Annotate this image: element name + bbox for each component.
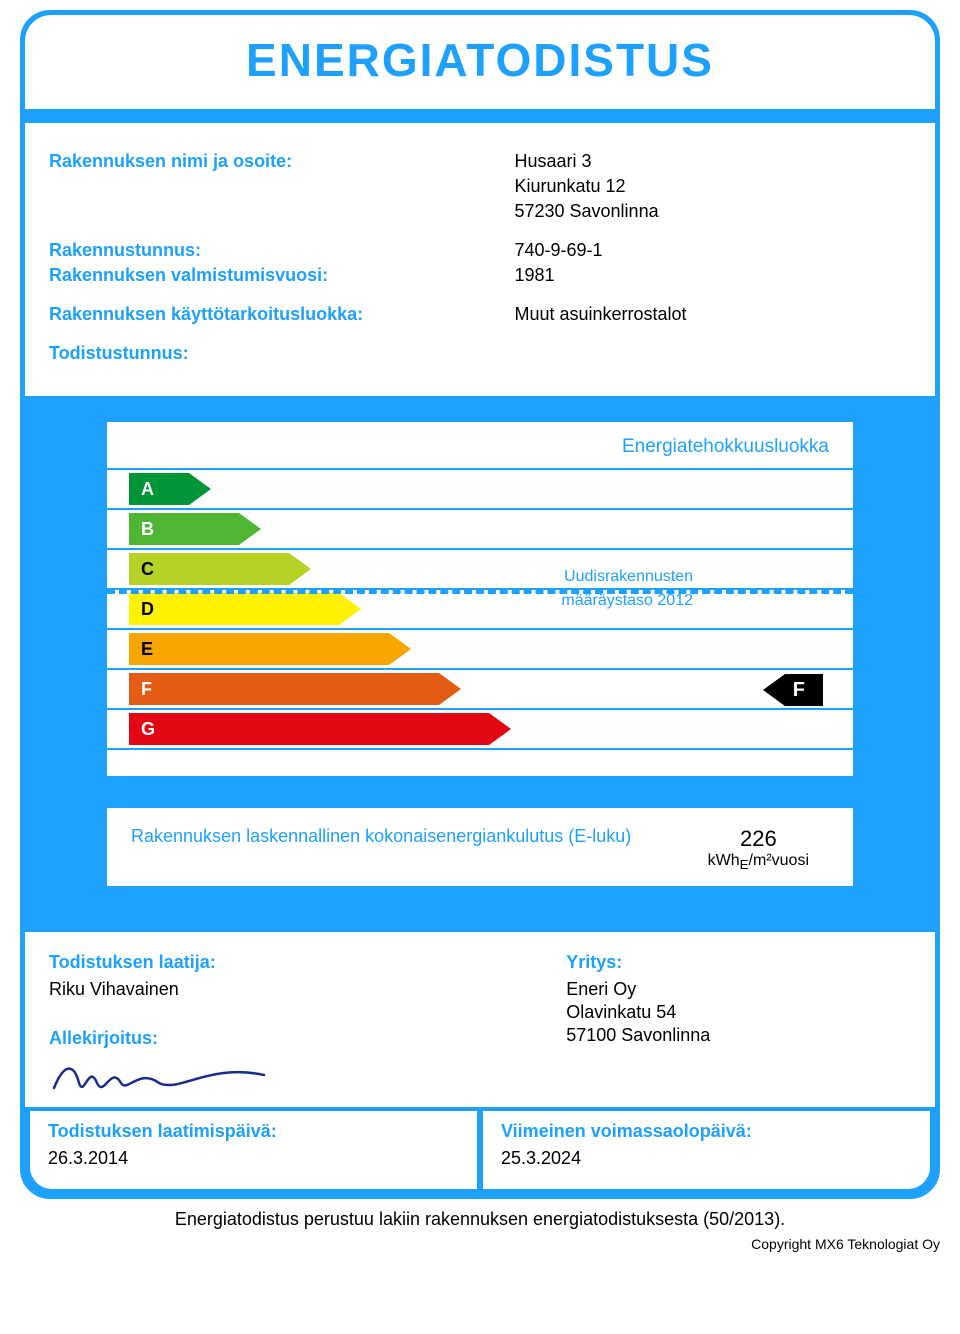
rating-arrow-g: G [129, 713, 489, 745]
reference-dashed-line [107, 590, 853, 594]
building-id: 740-9-69-1 [514, 240, 602, 261]
rating-chart-panel: Energiatehokkuusluokka ABC Uudisrakennust… [25, 396, 935, 918]
rating-arrow-c: C [129, 553, 289, 585]
useclass-label: Rakennuksen käyttötarkoitusluokka: [49, 304, 514, 325]
building-city: 57230 Savonlinna [514, 201, 658, 222]
valid-date-box: Viimeinen voimassaolopäivä: 25.3.2024 [483, 1111, 930, 1189]
useclass-value: Muut asuinkerrostalot [514, 304, 686, 325]
footnote: Energiatodistus perustuu lakiin rakennuk… [0, 1209, 960, 1230]
author-name: Riku Vihavainen [49, 979, 566, 1000]
building-info-panel: Rakennuksen nimi ja osoite: Husaari 3 Ki… [25, 123, 935, 396]
company-name: Eneri Oy [566, 979, 911, 1000]
signature-label: Allekirjoitus: [49, 1028, 566, 1049]
company-street: Olavinkatu 54 [566, 1002, 911, 1023]
document-title: ENERGIATODISTUS [25, 33, 935, 87]
issued-value: 26.3.2014 [48, 1148, 459, 1169]
rating-arrow-f: F [129, 673, 439, 705]
result-marker-label: F [785, 674, 823, 706]
rating-arrow-d: D [129, 593, 339, 625]
eluku-unit: kWhE/m²vuosi [708, 852, 809, 872]
certificate-frame: ENERGIATODISTUS Rakennuksen nimi ja osoi… [20, 10, 940, 1199]
rating-arrow-e: E [129, 633, 389, 665]
rating-row-f: FF [107, 670, 853, 710]
signature [49, 1053, 566, 1097]
rating-row-a: A [107, 470, 853, 510]
eluku-label: Rakennuksen laskennallinen kokonaisenerg… [131, 826, 631, 847]
rating-row-c: C Uudisrakennusten [107, 550, 853, 590]
rating-chart: Energiatehokkuusluokka ABC Uudisrakennust… [105, 420, 855, 778]
issued-label: Todistuksen laatimispäivä: [48, 1121, 459, 1142]
building-id-label: Rakennustunnus: [49, 240, 514, 261]
rating-row-e: E [107, 630, 853, 670]
dates-panel: Todistuksen laatimispäivä: 26.3.2014 Vii… [25, 1107, 935, 1194]
rating-row-g: G [107, 710, 853, 750]
year-label: Rakennuksen valmistumisvuosi: [49, 265, 514, 286]
company-label: Yritys: [566, 952, 911, 973]
rating-row-b: B [107, 510, 853, 550]
certid-label: Todistustunnus: [49, 343, 514, 364]
reference-label-1: Uudisrakennusten [564, 568, 693, 586]
result-marker: F [763, 674, 823, 706]
company-city: 57100 Savonlinna [566, 1025, 911, 1046]
building-street: Kiurunkatu 12 [514, 176, 625, 197]
eluku-value-block: 226 kWhE/m²vuosi [708, 826, 829, 872]
chart-header: Energiatehokkuusluokka [107, 422, 853, 470]
author-label: Todistuksen laatija: [49, 952, 566, 973]
reference-label-2: määräystaso 2012 [561, 592, 693, 610]
author-panel: Todistuksen laatija: Riku Vihavainen All… [25, 932, 935, 1107]
issued-date-box: Todistuksen laatimispäivä: 26.3.2014 [30, 1111, 477, 1189]
rating-arrow-b: B [129, 513, 239, 545]
rating-arrow-a: A [129, 473, 189, 505]
title-panel: ENERGIATODISTUS [25, 15, 935, 109]
valid-label: Viimeinen voimassaolopäivä: [501, 1121, 912, 1142]
eluku-panel: Rakennuksen laskennallinen kokonaisenerg… [105, 806, 855, 888]
building-name: Husaari 3 [514, 151, 591, 172]
name-address-label: Rakennuksen nimi ja osoite: [49, 151, 514, 172]
valid-value: 25.3.2024 [501, 1148, 912, 1169]
year-value: 1981 [514, 265, 554, 286]
copyright: Copyright MX6 Teknologiat Oy [0, 1236, 940, 1252]
eluku-value: 226 [708, 826, 809, 852]
rating-row-d: Dmääräystaso 2012 [107, 590, 853, 630]
